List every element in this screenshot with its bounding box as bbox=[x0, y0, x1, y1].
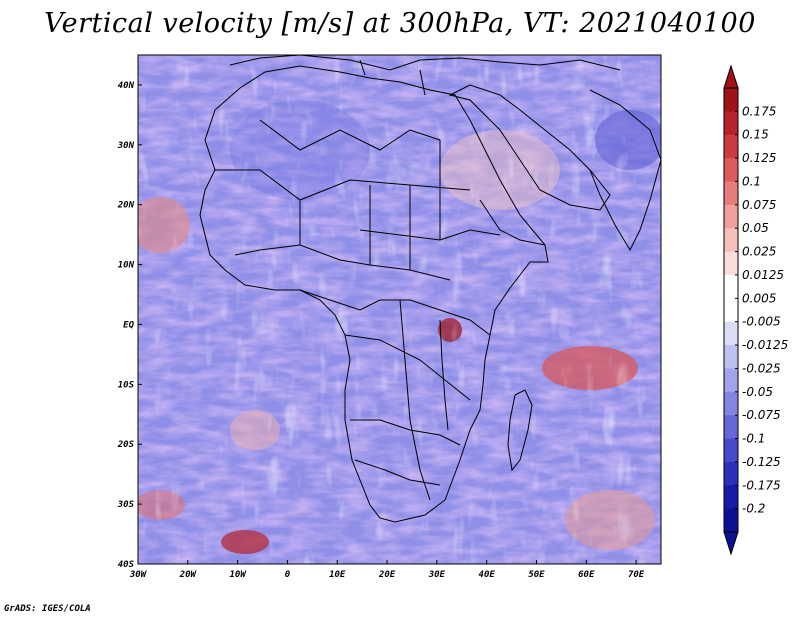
colorbar-swatch bbox=[724, 251, 738, 276]
colorbar-label: 0.175 bbox=[742, 104, 776, 118]
colorbar-label: -0.05 bbox=[742, 385, 773, 399]
colorbar-swatch bbox=[724, 204, 738, 229]
colorbar-label: 0.025 bbox=[742, 245, 776, 259]
longitude-labels: 30W 20W 10W 0 10E 20E 30E 40E 50E 60E 70E bbox=[129, 570, 645, 580]
colorbar-swatch bbox=[724, 391, 738, 416]
colorbar-label: -0.125 bbox=[742, 455, 781, 469]
lat-label: 30N bbox=[117, 141, 135, 151]
colorbar-label: -0.175 bbox=[742, 478, 781, 492]
colorbar-swatch bbox=[724, 158, 738, 182]
colorbar-label: -0.2 bbox=[742, 502, 765, 516]
colorbar-label: -0.005 bbox=[742, 315, 781, 329]
colorbar-swatch bbox=[724, 461, 738, 486]
colorbar-swatch bbox=[724, 438, 738, 463]
colorbar-label: 0.15 bbox=[742, 128, 769, 142]
lon-label: 60E bbox=[578, 570, 595, 580]
colorbar-label: 0.05 bbox=[742, 221, 769, 235]
colorbar-label: 0.075 bbox=[742, 198, 776, 212]
colorbar-label: 0.1 bbox=[742, 174, 761, 188]
lat-label: EQ bbox=[123, 320, 134, 330]
colorbar-swatch bbox=[724, 88, 738, 112]
coastline-and-borders bbox=[199, 55, 661, 523]
colorbar-swatch bbox=[724, 111, 738, 136]
colorbar-swatch bbox=[724, 134, 738, 159]
lat-label: 40N bbox=[118, 81, 135, 91]
grads-credit: GrADS: IGES/COLA bbox=[4, 604, 91, 614]
lon-label: 50E bbox=[528, 570, 545, 580]
colorbar-label: -0.0125 bbox=[742, 338, 788, 352]
colorbar-label: 0.005 bbox=[742, 291, 776, 305]
latitude-labels: 40N 30N 20N 10N EQ 10S 20S 30S 40S bbox=[117, 81, 135, 570]
lat-label: 30S bbox=[117, 500, 135, 510]
colorbar-top-triangle bbox=[723, 64, 739, 89]
lon-label: 30W bbox=[129, 570, 148, 580]
colorbar-label: -0.075 bbox=[742, 408, 781, 422]
lon-label: 30E bbox=[428, 570, 446, 580]
colorbar-swatch bbox=[724, 508, 738, 533]
lon-label: 20W bbox=[179, 570, 198, 580]
lon-label: 70E bbox=[628, 570, 645, 580]
colorbar-label: -0.025 bbox=[742, 361, 781, 375]
colorbar-label: -0.1 bbox=[742, 432, 765, 446]
colorbar-swatch bbox=[724, 368, 738, 393]
colorbar-bottom-triangle bbox=[723, 531, 739, 556]
colorbar-swatch bbox=[724, 415, 738, 440]
colorbar-swatch bbox=[724, 345, 738, 369]
colorbar-label: 0.125 bbox=[742, 151, 776, 165]
lon-label: 0 bbox=[285, 570, 291, 580]
lon-label: 20E bbox=[378, 570, 396, 580]
lat-label: 40S bbox=[118, 560, 135, 570]
lat-label: 20N bbox=[117, 201, 135, 211]
colorbar-label: 0.0125 bbox=[742, 268, 784, 282]
lat-label: 10N bbox=[118, 261, 135, 271]
colorbar-swatch bbox=[724, 181, 738, 206]
chart-title: Vertical velocity [m/s] at 300hPa, VT: 2… bbox=[44, 8, 756, 39]
colorbar-swatch bbox=[724, 274, 738, 299]
colorbar-swatch bbox=[724, 228, 738, 253]
colorbar-swatch bbox=[724, 321, 738, 346]
lon-label: 10E bbox=[329, 570, 346, 580]
lat-label: 10S bbox=[118, 380, 135, 390]
map-frame bbox=[137, 54, 662, 565]
colorbar-swatch bbox=[724, 298, 738, 323]
vertical-velocity-field bbox=[138, 55, 661, 564]
axis-ticks bbox=[137, 84, 637, 565]
lon-label: 10W bbox=[229, 570, 247, 580]
lat-label: 20S bbox=[117, 440, 135, 450]
colorbar: 0.175 0.15 0.125 0.1 0.075 0.05 0.025 0.0125 0.0… bbox=[723, 64, 788, 556]
colorbar-swatch bbox=[724, 485, 738, 510]
lon-label: 40E bbox=[479, 570, 496, 580]
